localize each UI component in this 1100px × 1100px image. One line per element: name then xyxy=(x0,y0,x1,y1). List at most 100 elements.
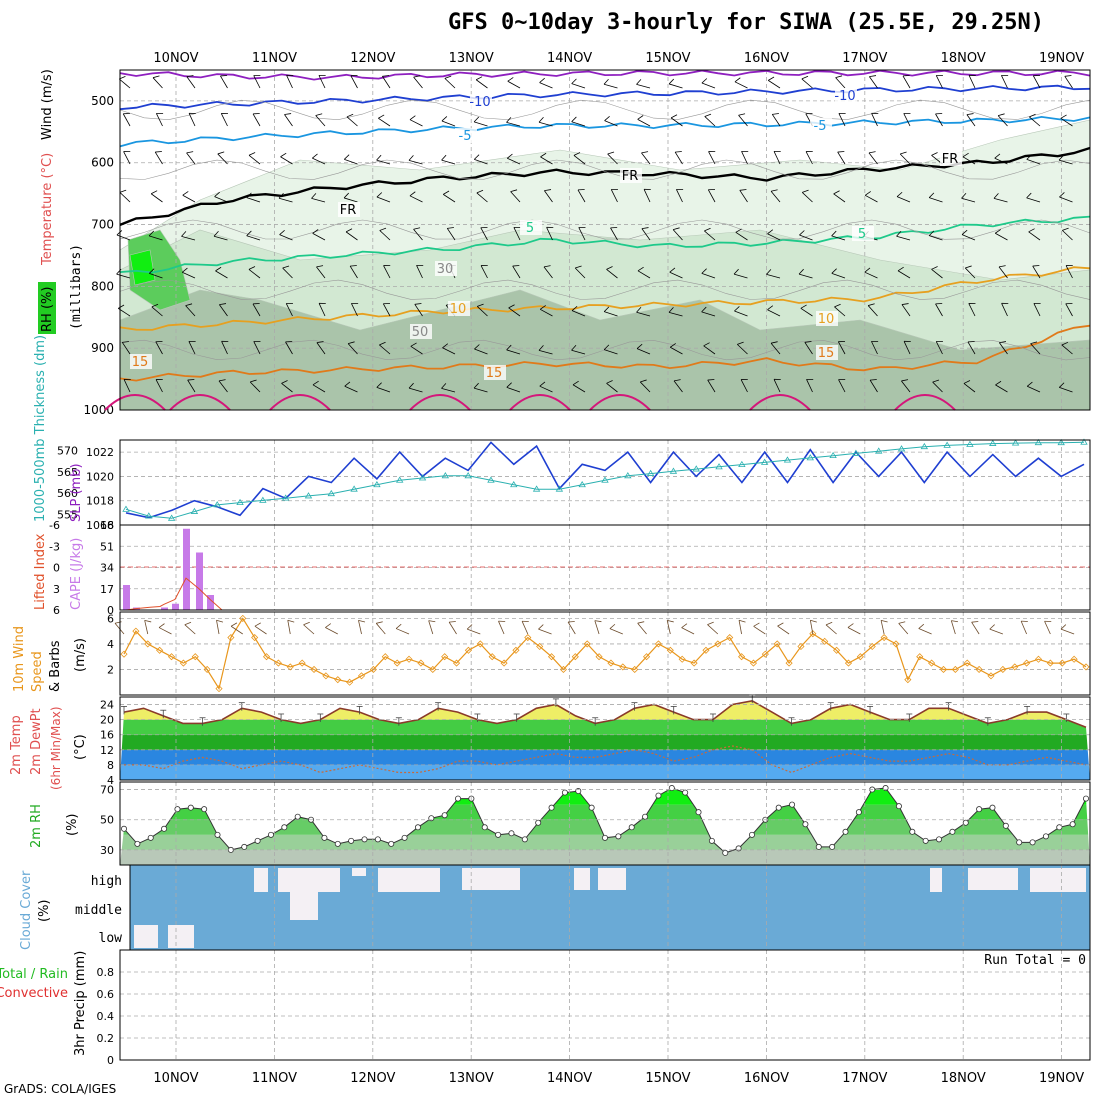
wind-barb-shaft xyxy=(1001,303,1008,317)
wind-barb-shaft xyxy=(831,235,846,241)
wind-barb xyxy=(376,154,391,165)
wind-barb-shaft xyxy=(668,83,683,89)
wind-barb xyxy=(931,266,943,279)
wind-speed-marker xyxy=(512,646,520,654)
contour-label: -5 xyxy=(459,129,472,144)
thickness-marker xyxy=(692,465,700,472)
wind-barb xyxy=(773,150,781,165)
wind-barb-flag xyxy=(799,230,805,236)
cloud-white-block xyxy=(462,868,520,890)
wind-barb-flag xyxy=(961,229,968,235)
wind-speed-marker xyxy=(1070,655,1078,663)
contour-label: 10 xyxy=(818,312,835,327)
wind-barb xyxy=(119,189,131,203)
wind-barb xyxy=(182,191,196,203)
wind-barb xyxy=(674,151,683,165)
wind-barb xyxy=(154,151,163,165)
wind-barb-shaft xyxy=(834,306,846,317)
wind-barb-shaft xyxy=(571,310,586,317)
wind10m-barb-flag xyxy=(738,619,746,623)
wind-barb-flag xyxy=(343,192,350,199)
wind-barb-flag xyxy=(539,77,545,83)
wind-barb-shaft xyxy=(217,153,228,165)
thickness-marker xyxy=(373,480,381,488)
wind-barb xyxy=(770,189,781,203)
wind-barb xyxy=(123,151,131,165)
rh-shade-90 xyxy=(127,229,191,311)
contour-label: FR xyxy=(622,169,639,184)
wind10m-barb-shaft xyxy=(825,624,837,635)
wind-barb-flag xyxy=(312,380,319,386)
wind-barb-flag xyxy=(350,265,357,267)
wind-barb xyxy=(961,229,976,241)
thickness-marker xyxy=(624,472,632,479)
wind-barb xyxy=(284,113,293,127)
wind10m-barb-flag xyxy=(609,623,616,629)
wind-speed-marker xyxy=(132,627,140,635)
wind-barb-flag xyxy=(733,268,739,275)
wind-barb-shaft xyxy=(767,309,781,317)
top-date-label: 14NOV xyxy=(547,51,592,66)
wind-barb-flag xyxy=(382,75,390,77)
rh-shade-95 xyxy=(129,249,156,286)
wind-barb-shaft xyxy=(707,189,716,203)
rh-marker xyxy=(481,824,488,831)
wind-speed-marker xyxy=(298,659,306,667)
rh-marker xyxy=(508,830,515,837)
wind-barb xyxy=(155,379,163,393)
wind10m-barb-flag xyxy=(568,621,575,623)
wind-barb-flag xyxy=(896,191,903,197)
wind-speed-marker xyxy=(524,633,532,642)
wind-barb-shaft xyxy=(540,308,553,317)
wind-barb xyxy=(869,379,878,393)
wind-barb xyxy=(476,189,488,203)
wind-barb-flag xyxy=(901,303,909,305)
wind-barb-shaft xyxy=(476,192,488,203)
wind-barb xyxy=(181,231,196,241)
wind-barb-flag xyxy=(766,269,772,275)
wind-barb-flag xyxy=(967,341,975,343)
wind-barb xyxy=(578,227,586,241)
contour-label: 15 xyxy=(818,346,835,361)
wind10m-barb xyxy=(538,624,552,635)
wind-barb-shaft xyxy=(220,75,228,89)
thickness-marker xyxy=(829,451,837,459)
wind-barb-flag xyxy=(279,229,285,235)
wind10m-barb xyxy=(609,623,623,635)
slp-y-tick-label: 1018 xyxy=(86,495,114,508)
wind-barb-flag xyxy=(155,151,162,153)
wind-barb xyxy=(544,189,553,203)
wind-barb-shaft xyxy=(343,197,358,203)
cape-frame xyxy=(119,524,1091,611)
wind-speed-marker xyxy=(595,653,603,661)
thickness-marker xyxy=(943,441,951,448)
wind-barb-shaft xyxy=(351,303,358,317)
wind10m-barb-flag xyxy=(1060,624,1067,630)
wind-barb-shaft xyxy=(771,114,781,127)
wind-barb-shaft xyxy=(903,341,911,355)
wind-barb-flag xyxy=(217,151,225,155)
thickness-marker xyxy=(122,505,130,512)
wind-speed-marker xyxy=(227,633,235,642)
wind10m-barb xyxy=(144,619,152,635)
wind-barb-shaft xyxy=(253,341,261,355)
wind10m-barb-flag xyxy=(989,624,995,630)
thickness-line xyxy=(125,441,1085,519)
wind-barb-flag xyxy=(410,342,417,347)
wind-barb-shaft xyxy=(379,344,391,355)
wind10m-barb xyxy=(521,620,529,635)
wind10m-barb-flag xyxy=(376,621,383,624)
wind-speed-marker xyxy=(536,642,544,651)
thickness-marker xyxy=(350,485,358,492)
wind-speed-marker xyxy=(203,665,211,674)
rh-marker xyxy=(1042,833,1049,840)
cape-bar xyxy=(172,603,179,610)
wind-barb-shaft xyxy=(1028,231,1041,241)
wind-barb-shaft xyxy=(253,75,261,89)
wind-barb-flag xyxy=(473,116,480,123)
wind-barb xyxy=(636,307,651,317)
wind10m-barb-flag xyxy=(522,620,529,622)
contour-label: 50 xyxy=(412,325,429,340)
wind-speed-marker xyxy=(1082,663,1090,671)
wind-barb-flag xyxy=(248,152,256,156)
